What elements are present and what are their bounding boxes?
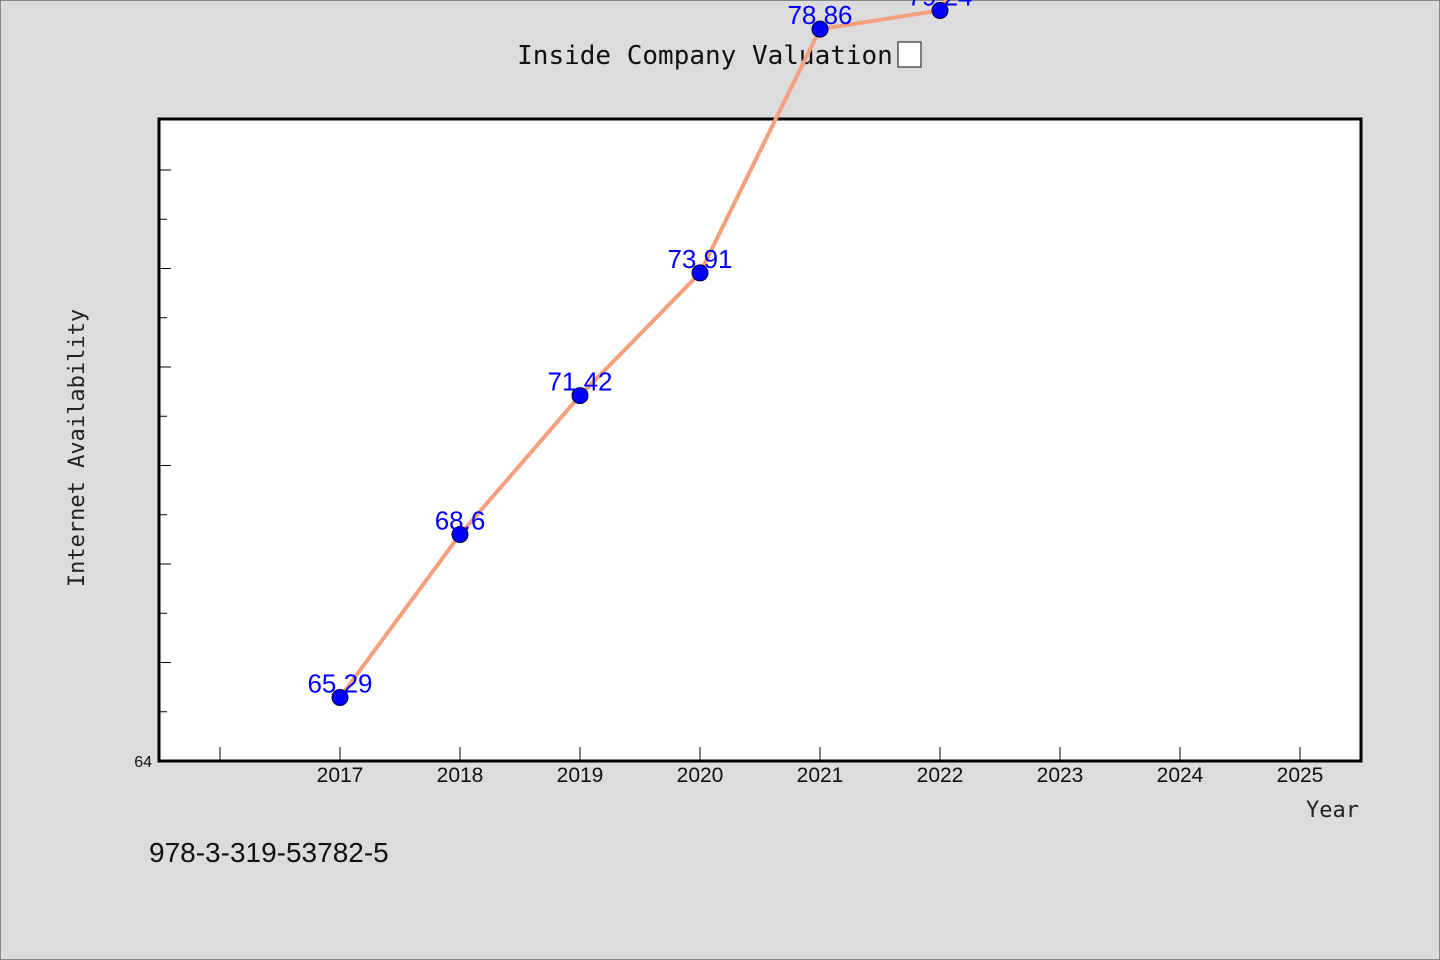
x-axis-label: Year <box>1306 798 1359 823</box>
x-tick-label-2025: 2025 <box>1277 764 1324 787</box>
x-tick-label-2018: 2018 <box>437 764 484 787</box>
data-point-2019 <box>571 387 589 405</box>
data-point-2021 <box>811 20 829 38</box>
plot-area <box>157 117 1363 763</box>
x-tick-label-2021: 2021 <box>797 764 844 787</box>
data-label-2019: 71.42 <box>547 367 612 397</box>
data-label-2018: 68.6 <box>435 505 486 535</box>
data-label-2017: 65.29 <box>307 668 372 698</box>
y-axis-ticks <box>159 169 171 762</box>
title-glyph-box <box>897 41 922 68</box>
data-label-2021: 78.86 <box>787 0 852 30</box>
x-tick-label-2023: 2023 <box>1037 764 1084 787</box>
x-tick-label-2024: 2024 <box>1157 764 1204 787</box>
x-axis-ticks <box>219 747 1301 761</box>
data-label-2020: 73.91 <box>667 244 732 274</box>
data-point-2020 <box>691 264 709 282</box>
x-tick-label-2022: 2022 <box>917 764 964 787</box>
data-point-2017 <box>331 688 349 706</box>
y-axis-label: Internet Availability <box>65 309 90 587</box>
data-point-2018 <box>451 525 469 543</box>
footer-code: 978-3-319-53782-5 <box>149 837 389 868</box>
x-axis-tick-labels: 2017 2018 2019 2020 2021 2022 2023 2024 2025 <box>317 764 1324 787</box>
data-point-2022 <box>931 1 949 19</box>
series-group: 65.2968.671.4273.9178.8679.2483.3286.528… <box>307 0 973 706</box>
chart-title: Inside Company Valuation <box>517 41 893 71</box>
x-tick-label-2017: 2017 <box>317 764 364 787</box>
x-tick-label-2019: 2019 <box>557 764 604 787</box>
y-tick-label-64: 64 <box>134 754 152 771</box>
x-tick-label-2020: 2020 <box>677 764 724 787</box>
data-label-2022: 79.24 <box>907 0 972 11</box>
